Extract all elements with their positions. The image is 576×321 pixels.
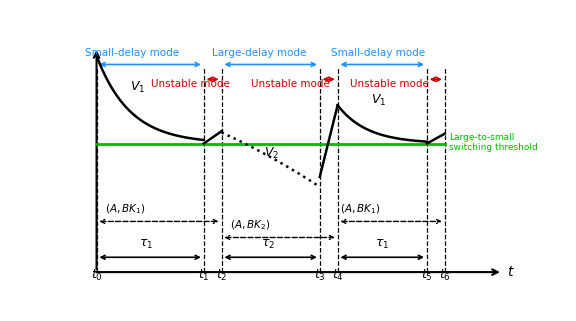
Text: $\tau_1$: $\tau_1$ xyxy=(138,238,153,251)
Text: $t_4$: $t_4$ xyxy=(332,268,343,283)
Text: $V_1$: $V_1$ xyxy=(130,80,145,95)
Text: $(A, BK_1)$: $(A, BK_1)$ xyxy=(105,202,146,216)
Text: Unstable mode: Unstable mode xyxy=(251,79,330,89)
Text: Large-delay mode: Large-delay mode xyxy=(213,48,306,58)
Text: $t_0$: $t_0$ xyxy=(90,268,103,283)
Text: $t_2$: $t_2$ xyxy=(216,268,228,283)
Text: $(A, BK_1)$: $(A, BK_1)$ xyxy=(340,202,380,216)
Text: $t_1$: $t_1$ xyxy=(198,268,210,283)
Text: $t_6$: $t_6$ xyxy=(439,268,450,283)
Text: $t_3$: $t_3$ xyxy=(314,268,325,283)
Text: $(A, BK_2)$: $(A, BK_2)$ xyxy=(230,219,271,232)
Text: $V_1$: $V_1$ xyxy=(371,93,386,108)
Text: Unstable mode: Unstable mode xyxy=(350,79,429,89)
Text: Small-delay mode: Small-delay mode xyxy=(331,48,425,58)
Text: Unstable mode: Unstable mode xyxy=(151,79,230,89)
Text: Small-delay mode: Small-delay mode xyxy=(85,48,179,58)
Text: $V_2$: $V_2$ xyxy=(264,146,279,161)
Text: $t_5$: $t_5$ xyxy=(421,268,433,283)
Text: Large-to-small
switching threshold: Large-to-small switching threshold xyxy=(449,133,538,152)
Text: $t$: $t$ xyxy=(507,265,515,279)
Text: $\tau_2$: $\tau_2$ xyxy=(262,238,275,251)
Text: $\tau_1$: $\tau_1$ xyxy=(375,238,389,251)
